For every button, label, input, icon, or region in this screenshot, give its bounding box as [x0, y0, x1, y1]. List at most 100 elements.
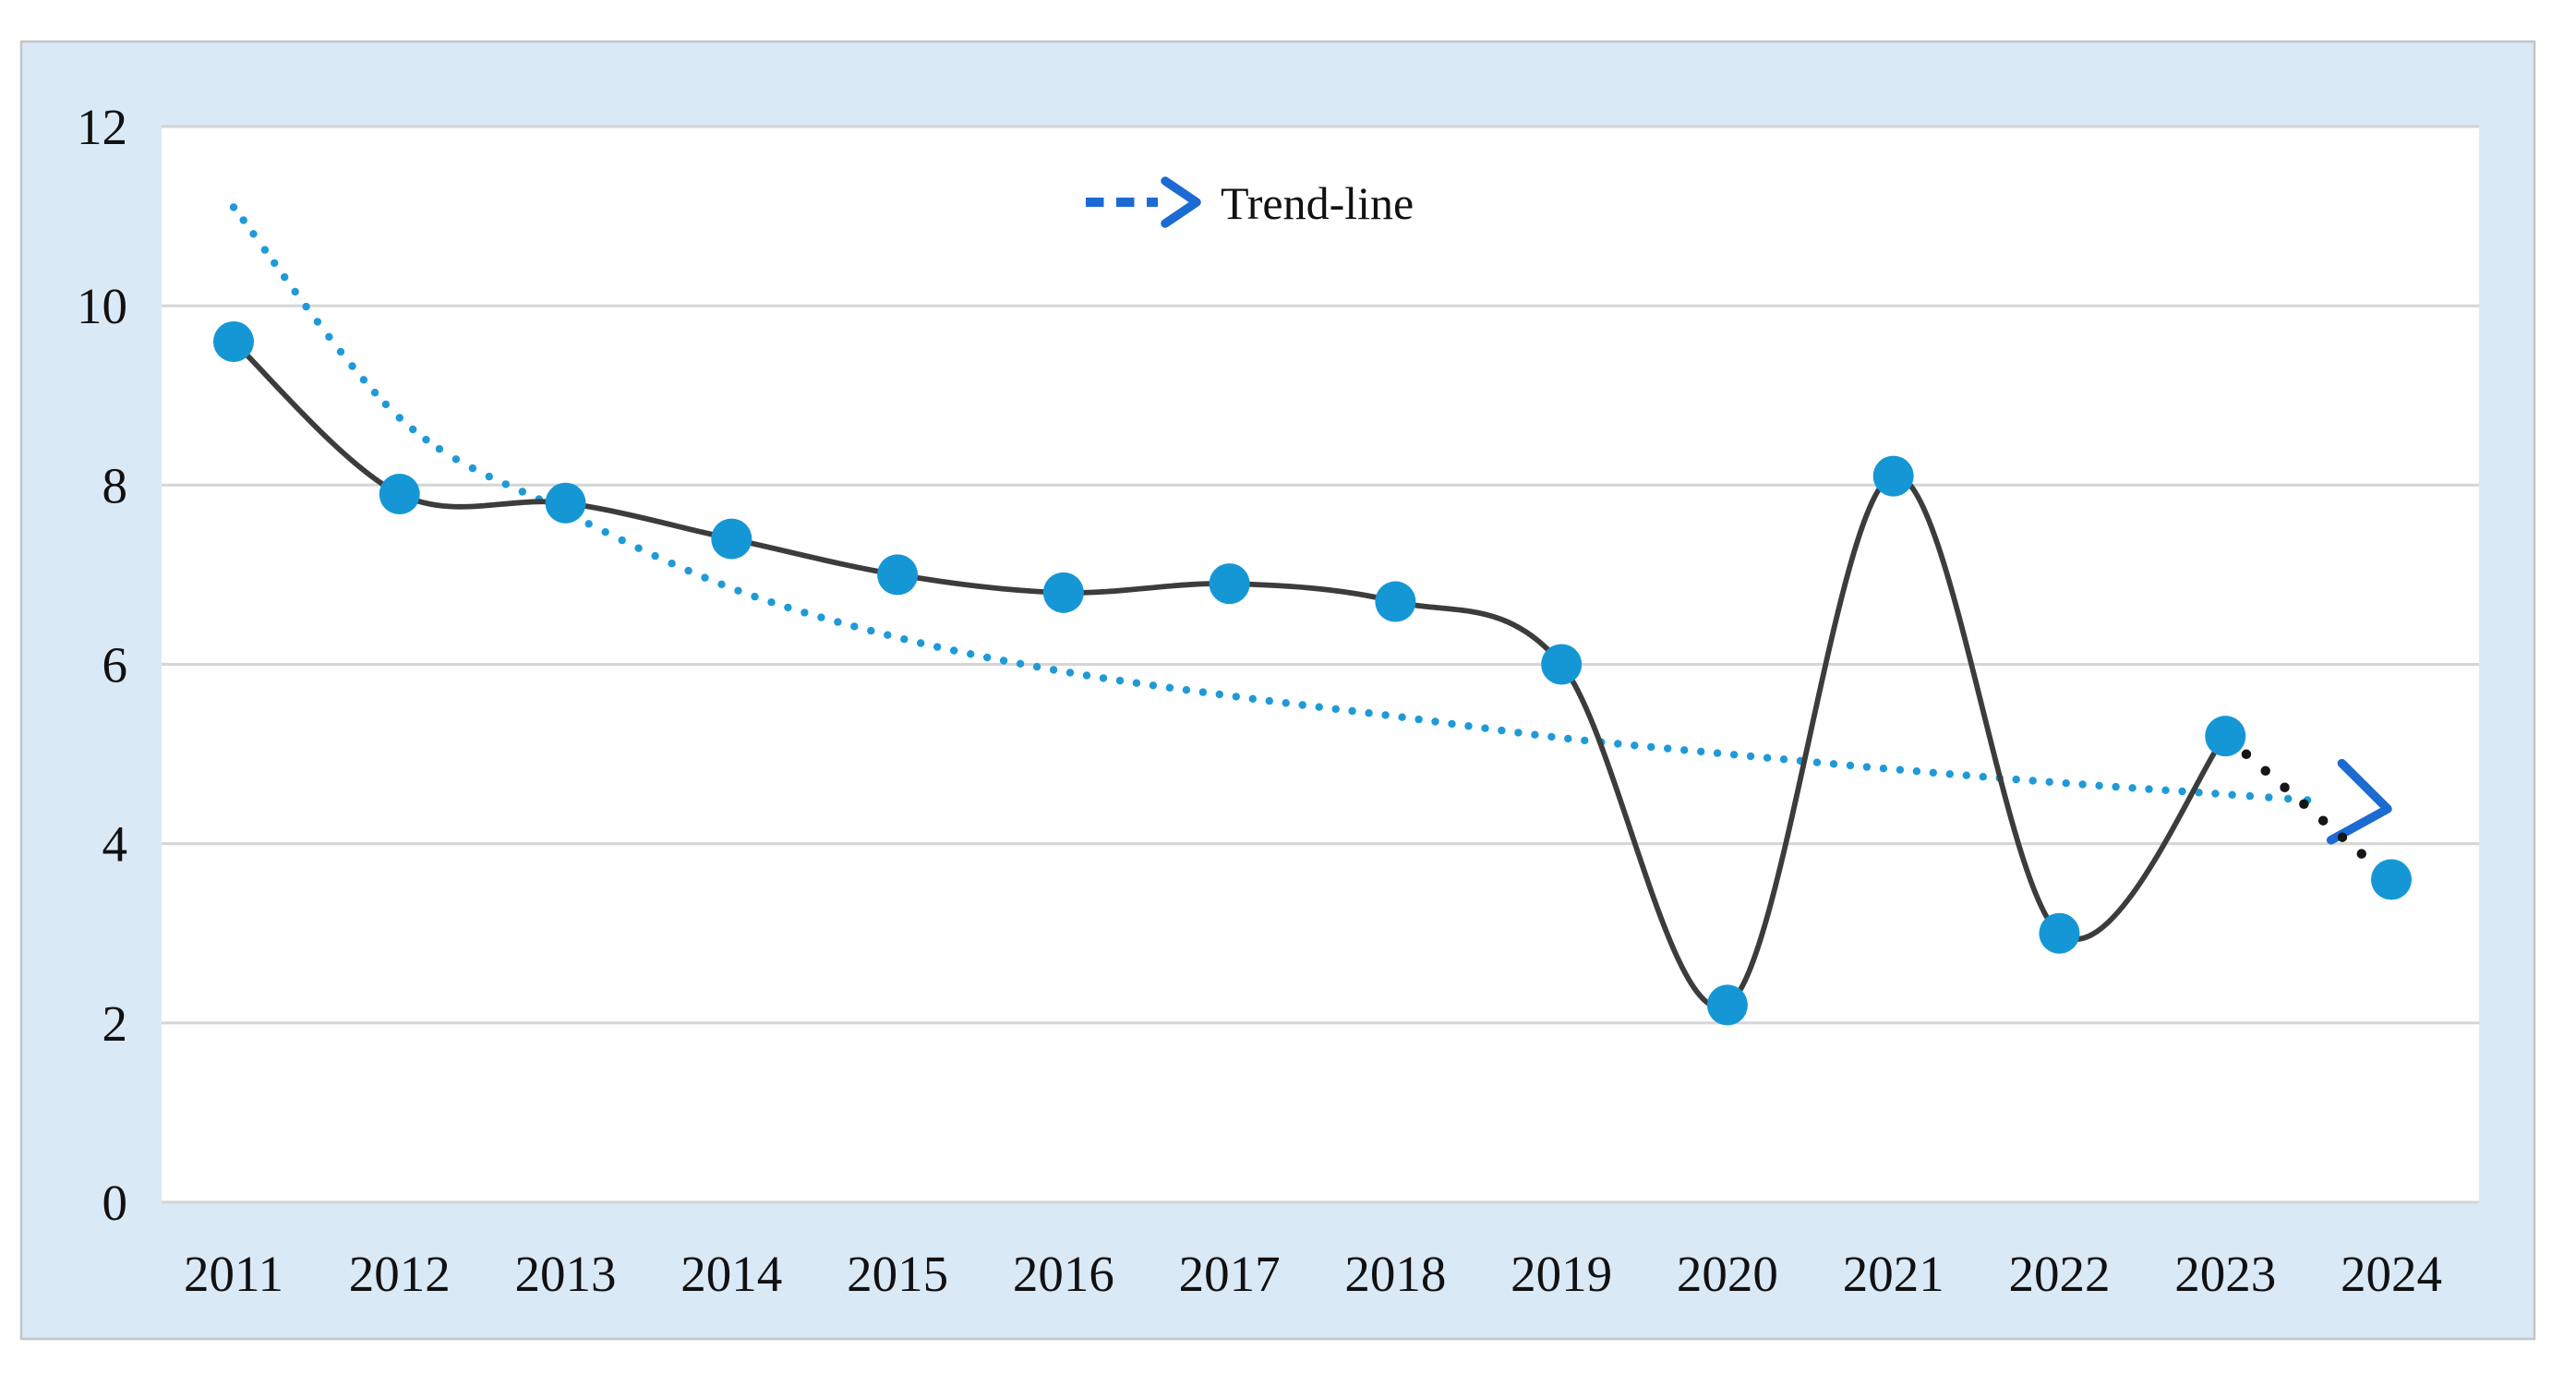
data-point-2024 [2371, 859, 2412, 900]
trend-line-dot [2228, 790, 2236, 799]
trend-line-dot [1896, 765, 1905, 774]
data-point-2015 [877, 554, 919, 596]
trend-line-dot [239, 216, 247, 224]
trend-line-dot [2012, 775, 2020, 784]
trend-line-dot [2284, 794, 2293, 803]
trend-line-dot [2062, 779, 2070, 788]
trend-line-dot [2112, 782, 2120, 791]
trend-line-dot [1065, 669, 1075, 677]
trend-line-dot [1398, 713, 1406, 721]
x-axis-label-2020: 2020 [1677, 1246, 1778, 1302]
trend-line-dot [1912, 767, 1921, 776]
trend-line-dot [884, 631, 892, 639]
trend-line-dot [584, 520, 593, 528]
trend-line-dot [1547, 732, 1556, 741]
trend-line-dot [249, 230, 258, 238]
trend-line-dot [1779, 755, 1788, 764]
trend-line-dot [900, 635, 909, 644]
trend-line-dot [348, 362, 356, 370]
trend-line-dot [1846, 761, 1855, 770]
trend-line-dot [850, 622, 859, 631]
trend-line-dot [2195, 789, 2203, 797]
trend-line-dot [1763, 753, 1772, 762]
trend-line-dot [618, 536, 626, 545]
trend-line-dot [933, 643, 942, 651]
trend-line-dot [834, 618, 842, 626]
y-axis-tick-label-12: 12 [77, 99, 127, 155]
trend-line-dot [1514, 729, 1523, 737]
trend-line-dot [451, 455, 461, 464]
trend-line-dot [1381, 711, 1390, 719]
trend-line-dot [1215, 690, 1224, 699]
legend: Trend-line [1086, 176, 1414, 229]
trend-line-dot [1182, 686, 1191, 694]
x-axis-label-2014: 2014 [680, 1246, 782, 1302]
y-axis-tick-label-0: 0 [102, 1175, 128, 1231]
trend-line-dot [468, 464, 477, 473]
trend-line-dot [767, 598, 776, 607]
x-axis-label-2018: 2018 [1344, 1246, 1446, 1302]
trend-line-dot [229, 203, 238, 211]
trend-line-dot [1664, 744, 1672, 753]
trend-line-dot [1929, 768, 1937, 777]
trend-line-dot [1498, 726, 1506, 735]
trend-line-dot [1614, 740, 1622, 748]
y-axis-tick-label-8: 8 [102, 457, 128, 513]
trend-line-dot [1265, 696, 1274, 705]
x-axis-label-2012: 2012 [349, 1246, 451, 1302]
trend-line-dot [2095, 781, 2103, 789]
trend-line-dot [2128, 784, 2137, 792]
trend-arrow-head-icon [2326, 758, 2392, 845]
trend-line-dot [2178, 787, 2186, 796]
trend-line-dot [1032, 662, 1041, 671]
forecast-dotted-segment [2241, 749, 2380, 871]
trend-line-dot [518, 488, 526, 496]
trend-line-dot [1298, 701, 1306, 709]
trend-line-dot [1016, 659, 1025, 668]
trend-line-dot [2145, 785, 2153, 793]
y-axis-tick-label-6: 6 [102, 637, 128, 693]
trend-line-dot [1945, 770, 1954, 778]
data-point-2013 [545, 482, 586, 524]
trend-line-dot [1049, 666, 1058, 674]
data-point-2019 [1541, 644, 1583, 685]
trend-line-dot [651, 551, 659, 560]
trend-line-dot [817, 613, 825, 621]
trend-line-dot [800, 609, 809, 617]
trend-line-dot [867, 626, 875, 635]
trend-line-dot [1115, 676, 1125, 685]
y-axis-tick-label-10: 10 [77, 278, 127, 334]
trend-line-dot [1697, 747, 1705, 756]
trend-line-dot [1149, 681, 1158, 690]
x-axis-label-2023: 2023 [2174, 1246, 2276, 1302]
trend-line-dot [281, 272, 289, 282]
x-axis-label-2022: 2022 [2008, 1246, 2110, 1302]
trend-line-dot [1812, 758, 1822, 766]
trend-line-dot [359, 376, 368, 384]
trend-line-dot [1829, 760, 1838, 768]
data-point-2017 [1209, 563, 1250, 605]
trend-line-dot [271, 259, 279, 268]
trend-line-dot [1198, 688, 1208, 696]
trend-line-dot [2161, 786, 2170, 794]
trend-line-dot [983, 653, 992, 662]
data-point-2014 [711, 518, 752, 560]
x-axis-label-2013: 2013 [515, 1246, 617, 1302]
trend-line-dot [684, 566, 692, 575]
trend-line-dot [325, 332, 333, 341]
trend-line-dot [485, 472, 493, 481]
trend-line-dot [1746, 752, 1755, 761]
trend-line-dot [1348, 706, 1356, 716]
trend-line-dot [634, 544, 643, 552]
trend-line-dot [313, 318, 322, 326]
data-point-2011 [213, 321, 254, 362]
trend-line-dot [2078, 780, 2087, 789]
trend-line-dot [1431, 717, 1439, 726]
trend-line-dot [1248, 694, 1258, 703]
data-point-2018 [1375, 581, 1416, 622]
trend-line-dot [260, 246, 270, 254]
trend-line-dot [1979, 773, 1987, 781]
trend-line-dot [435, 445, 444, 453]
trend-line-dot [1581, 736, 1589, 745]
